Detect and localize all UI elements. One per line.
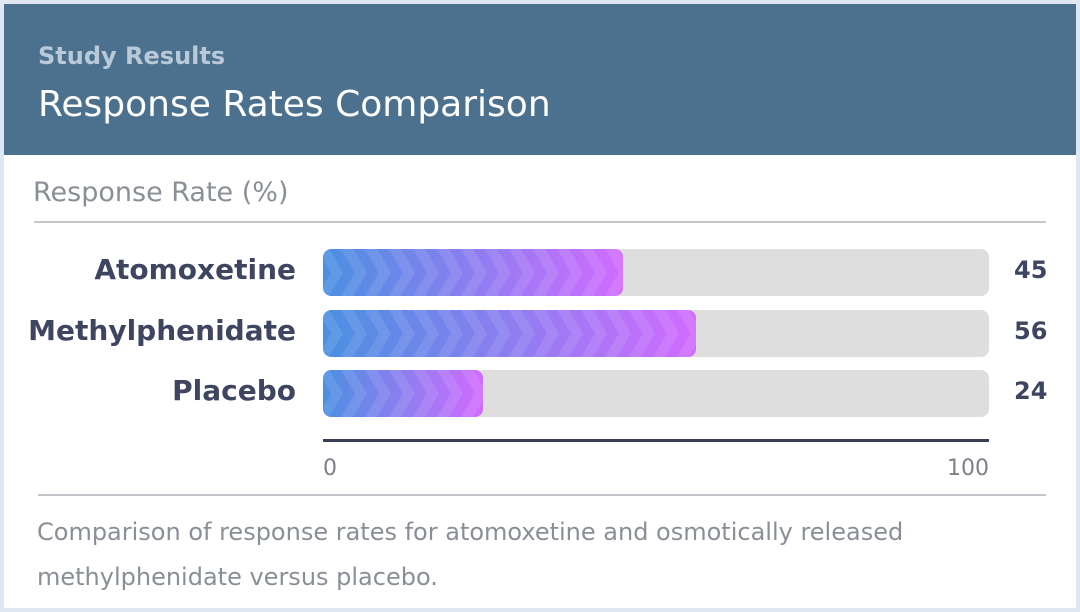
bar-value-atomoxetine: 45 [1014, 256, 1048, 284]
bar-placebo [323, 370, 483, 417]
divider-bottom [38, 494, 1046, 496]
x-tick-max: 100 [947, 456, 989, 481]
bar-track-placebo [323, 370, 989, 417]
bar-value-methylphenidate: 56 [1014, 316, 1048, 345]
chart-title: Response Rates Comparison [38, 84, 551, 125]
bar-label-methylphenidate: Methylphenidate [28, 313, 296, 347]
divider-top [34, 221, 1046, 223]
chart-caption: Comparison of response rates for atomoxe… [37, 518, 904, 591]
bar-track-atomoxetine [323, 249, 989, 296]
bar-chevron-pattern [323, 249, 623, 296]
bar-chevron-pattern [323, 370, 483, 417]
header-eyebrow: Study Results [38, 42, 226, 70]
chart-card: Study Results Response Rates Comparison … [4, 4, 1076, 608]
x-axis-line [323, 439, 989, 442]
axis-label: Response Rate (%) [33, 177, 289, 208]
bar-label-placebo: Placebo [172, 374, 296, 407]
bar-chevron-pattern [323, 309, 696, 357]
bar-atomoxetine [323, 249, 623, 296]
bar-label-atomoxetine: Atomoxetine [94, 253, 296, 286]
bar-methylphenidate [323, 309, 696, 357]
x-tick-min: 0 [323, 456, 337, 481]
bar-value-placebo: 24 [1014, 377, 1048, 405]
bar-track-methylphenidate [323, 309, 989, 357]
card-header: Study Results Response Rates Comparison [4, 4, 1076, 155]
